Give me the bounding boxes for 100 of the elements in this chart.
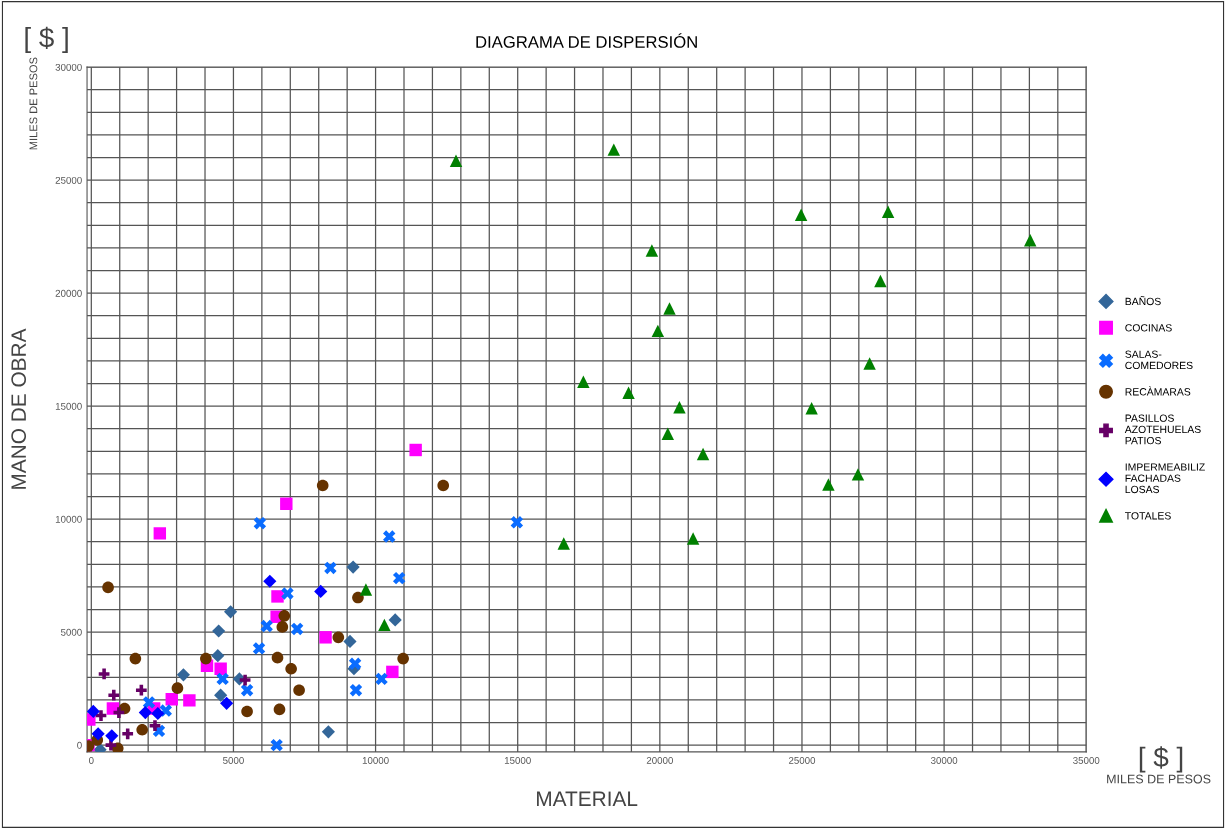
point — [171, 682, 184, 694]
legend-label: PASILLOS AZOTEHUELAS PATIOS — [1124, 414, 1201, 445]
point — [273, 703, 286, 716]
x-axis-title: MATERIAL — [537, 791, 638, 806]
y-tick-label: 0 — [77, 741, 82, 749]
point — [577, 375, 590, 388]
point — [324, 561, 337, 575]
chart-title: DIAGRAMA DE DISPERSIÓN — [476, 33, 697, 48]
point — [142, 696, 156, 709]
point — [319, 631, 332, 644]
x-tick-label: 30000 — [930, 757, 958, 764]
point — [622, 386, 635, 400]
point — [346, 560, 360, 574]
point — [557, 537, 570, 550]
point — [129, 652, 142, 665]
point — [352, 591, 364, 604]
point — [822, 478, 835, 491]
x-tick-label: 5000 — [223, 757, 244, 764]
point — [449, 154, 463, 167]
point — [113, 707, 125, 718]
point — [276, 621, 289, 633]
point — [271, 590, 284, 603]
point — [607, 143, 620, 156]
point — [102, 581, 114, 594]
point — [151, 706, 165, 721]
point — [661, 427, 675, 440]
point — [176, 668, 190, 682]
point — [211, 649, 225, 663]
point — [270, 738, 283, 752]
point — [359, 583, 373, 596]
point — [253, 516, 267, 530]
point — [321, 725, 335, 739]
point — [240, 684, 254, 697]
text: [ $ ] — [25, 26, 68, 53]
point — [696, 447, 710, 461]
point — [383, 530, 396, 543]
x-tick-label: 10000 — [362, 757, 389, 764]
point — [263, 574, 277, 588]
y-tick-label: 5000 — [60, 628, 82, 636]
point — [851, 468, 865, 481]
legend-label: COCINAS — [1125, 324, 1172, 332]
y-tick-label: 30000 — [55, 63, 82, 71]
legend-label: SALAS- COMEDORES — [1125, 350, 1193, 370]
point — [348, 657, 362, 670]
y-tick-label: 25000 — [55, 176, 82, 184]
point — [241, 705, 253, 718]
point — [214, 688, 228, 702]
point — [281, 587, 294, 600]
y-axis-title: MANO DE OBRA — [11, 328, 27, 489]
y-tick-label: 15000 — [55, 402, 82, 410]
point — [98, 668, 110, 680]
point — [108, 689, 120, 701]
point — [863, 357, 876, 370]
point — [651, 324, 665, 338]
point — [437, 479, 450, 492]
text: [ $ ] — [1139, 746, 1183, 773]
point — [91, 727, 105, 741]
point — [881, 205, 895, 218]
point — [378, 618, 391, 632]
point — [149, 720, 161, 732]
legend-label: BAÑOS — [1125, 295, 1161, 306]
point — [165, 693, 178, 706]
point — [686, 532, 700, 545]
legend-label: IMPERMEABILIZ FACHADAS LOSAS — [1125, 463, 1205, 494]
point — [805, 401, 818, 415]
x-tick-label: 20000 — [646, 757, 673, 764]
point — [122, 728, 134, 740]
point — [375, 672, 388, 686]
point — [87, 704, 100, 719]
point — [392, 571, 406, 585]
point — [200, 652, 212, 665]
point — [388, 613, 402, 627]
point — [239, 674, 251, 686]
point — [293, 684, 305, 697]
point — [216, 672, 229, 686]
point — [220, 696, 234, 710]
point — [874, 274, 887, 288]
legend-label: RECÀMARAS — [1125, 386, 1191, 396]
text: MILES DE PESOS — [1107, 774, 1211, 784]
point — [290, 622, 304, 636]
point — [663, 302, 676, 315]
point — [332, 631, 345, 644]
point — [397, 652, 409, 665]
point — [153, 527, 167, 540]
x-tick-label: 35000 — [1073, 757, 1100, 764]
y-tick-label: 20000 — [55, 289, 82, 297]
point — [386, 665, 399, 679]
point — [105, 739, 117, 751]
x-tick-label: 15000 — [504, 757, 531, 764]
point — [280, 497, 293, 510]
point — [645, 244, 659, 257]
point — [1024, 234, 1037, 247]
point — [214, 662, 227, 675]
point — [95, 710, 107, 721]
point — [314, 584, 328, 599]
point — [316, 479, 329, 492]
point — [278, 610, 291, 622]
point — [212, 624, 226, 638]
point — [135, 684, 147, 696]
x-tick-label: 0 — [88, 757, 94, 764]
